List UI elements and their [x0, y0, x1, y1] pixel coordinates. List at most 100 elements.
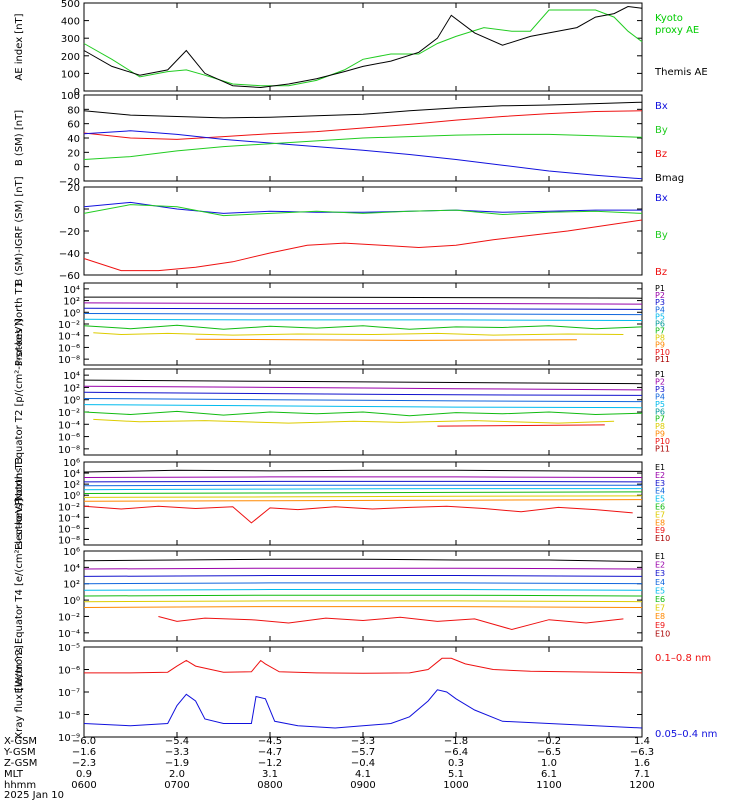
y-tick-label: 10⁻⁶: [58, 666, 80, 677]
series-line-p7: [93, 332, 624, 336]
y-tick-label: 20: [67, 183, 80, 194]
legend-entry: E10: [655, 534, 670, 543]
series-line-e5: [83, 589, 643, 591]
legend-entry: E3: [655, 569, 665, 578]
x-tick-label: −0.2: [537, 736, 561, 747]
series-line-p4: [83, 398, 643, 403]
x-tick-label: −5.7: [351, 747, 375, 758]
series-line-p8: [437, 424, 605, 427]
series-line-e2: [83, 567, 643, 570]
y-axis-label: Xray flux [W/m^2]: [14, 645, 25, 739]
y-tick-label: 10⁶: [63, 458, 80, 469]
legend-entry: P6: [655, 319, 665, 328]
legend-entry: E4: [655, 578, 665, 587]
series-line-bx: [83, 130, 643, 180]
legend-entry: Bz: [655, 267, 667, 278]
y-tick-label: 10⁻²: [58, 502, 80, 513]
legend-entry: E1: [655, 463, 665, 472]
series-line-p5: [83, 318, 643, 321]
series-line-e7: [83, 495, 643, 498]
legend-entry: Bx: [655, 193, 668, 204]
series-line-p8: [195, 338, 577, 341]
legend-entry: E7: [655, 510, 665, 519]
legend-entry: P10: [655, 437, 670, 446]
legend-entry: Bx: [655, 101, 668, 112]
x-tick-label: 0.9: [76, 769, 92, 780]
y-tick-label: 300: [61, 34, 80, 45]
y-tick-label: 10⁻⁸: [58, 445, 80, 456]
y-tick-label: 500: [61, 0, 80, 10]
y-axis-label: B (SM)-IGRF (SM) [nT]: [14, 176, 25, 285]
x-row-label: MLT: [4, 769, 24, 780]
legend-entry: E3: [655, 479, 665, 488]
legend-entry: P4: [655, 392, 665, 401]
panel-bsm: 100 80 60 40 20 0 −20 B (SM) [nT] Bx By Bz Bmag: [14, 91, 684, 188]
legend-entry: P7: [655, 415, 665, 424]
y-tick-label: 10²: [63, 383, 80, 394]
series-line-p3: [83, 307, 643, 310]
legend-entry: P2: [655, 377, 665, 386]
y-axis-label: Protons Equator T2 [p/(cm²-s-sr-keV)]: [14, 319, 25, 506]
series-line-p2: [83, 385, 643, 391]
panel-frame: [83, 2, 643, 92]
y-tick-label: 10⁴: [63, 469, 80, 480]
y-tick-label: −40: [59, 249, 80, 260]
x-row-label: Y-GSM: [3, 747, 36, 758]
series-line-e7: [83, 600, 643, 603]
legend-entry: P5: [655, 400, 665, 409]
series-line-p2: [83, 302, 643, 305]
series-line-0-05-0-4-nm: [83, 689, 643, 729]
legend-entry: E5: [655, 586, 665, 595]
legend-entry: P6: [655, 407, 665, 416]
legend-entry: Themis AE: [654, 67, 708, 78]
x-row-label: X-GSM: [4, 736, 37, 747]
legend-entry: E4: [655, 487, 665, 496]
y-tick-label: 10⁻⁴: [58, 420, 80, 431]
y-tick-label: 10⁻⁸: [58, 535, 80, 546]
series-line-e9: [83, 505, 633, 524]
x-tick-label: 1200: [629, 780, 654, 791]
x-row-label: Z-GSM: [4, 758, 37, 769]
x-tick-label: 0700: [164, 780, 189, 791]
x-tick-label: −1.8: [444, 736, 468, 747]
series-line-p4: [83, 313, 643, 316]
y-axis-label: AE index [nT]: [14, 13, 25, 80]
series-line-themis-ae: [83, 5, 643, 89]
x-tick-label: −1.6: [72, 747, 96, 758]
series-line-e3: [83, 480, 643, 483]
legend-entry: Bmag: [655, 173, 684, 184]
y-tick-label: 0: [74, 205, 80, 216]
legend-entry: P1: [655, 284, 665, 293]
x-row-label: hhmm: [4, 780, 36, 791]
series-line-p6: [83, 410, 643, 417]
series-line-p1: [84, 296, 643, 299]
date-label: 2025 Jan 10: [4, 790, 64, 800]
y-tick-label: 10⁻⁷: [58, 688, 80, 699]
x-tick-label: 2.0: [169, 769, 185, 780]
legend-entry: P2: [655, 291, 665, 300]
series-line-e8: [83, 499, 643, 502]
x-tick-label: 7.1: [634, 769, 650, 780]
x-tick-label: −5.4: [165, 736, 189, 747]
x-tick-label: −6.5: [537, 747, 561, 758]
y-tick-label: 400: [61, 17, 80, 28]
x-tick-label: −3.3: [351, 736, 375, 747]
x-tick-label: −3.3: [165, 747, 189, 758]
series-line-e1: [83, 469, 643, 473]
series-line-e5: [83, 488, 642, 491]
legend-entry: P9: [655, 430, 665, 439]
y-tick-label: 10⁻⁵: [58, 643, 80, 654]
legend-entry: By: [655, 230, 668, 241]
legend-entry: By: [655, 125, 668, 136]
panel-frame: [83, 282, 643, 366]
x-tick-label: 1.0: [541, 758, 557, 769]
legend-entry: Kyoto proxy AE: [655, 13, 699, 36]
y-axis-label: Protons North T1: [14, 282, 25, 366]
y-tick-label: 10⁻⁹: [58, 733, 80, 744]
x-tick-label: 0.3: [448, 758, 464, 769]
y-tick-label: 10⁻²: [58, 320, 80, 331]
y-tick-label: 10⁻⁴: [58, 513, 80, 524]
